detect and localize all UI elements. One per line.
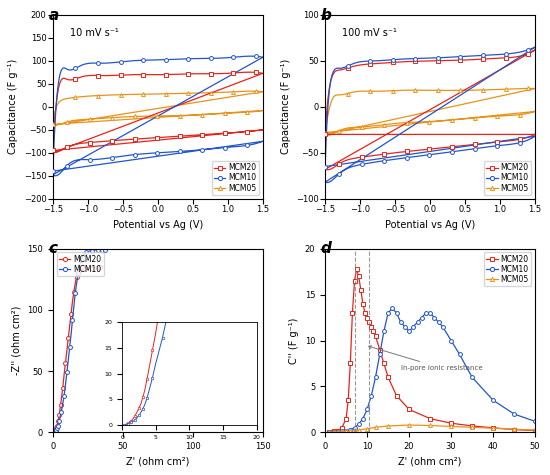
Text: a: a	[49, 8, 59, 23]
Text: 100 mV s⁻¹: 100 mV s⁻¹	[342, 28, 397, 38]
Text: b: b	[321, 8, 332, 23]
X-axis label: Potential vs Ag (V): Potential vs Ag (V)	[385, 219, 475, 229]
Y-axis label: Capacitance (F g⁻¹): Capacitance (F g⁻¹)	[280, 59, 290, 154]
Legend: MCM20, MCM10, MCM05: MCM20, MCM10, MCM05	[212, 161, 259, 195]
Y-axis label: C'' (F g⁻¹): C'' (F g⁻¹)	[289, 317, 299, 364]
Text: 10 mV s⁻¹: 10 mV s⁻¹	[70, 28, 118, 38]
Text: d: d	[321, 241, 332, 256]
X-axis label: Z' (ohm cm²): Z' (ohm cm²)	[126, 456, 190, 466]
Text: c: c	[49, 241, 58, 256]
Text: In-pore ionic resistance: In-pore ionic resistance	[368, 346, 482, 371]
Legend: MCM20, MCM10, MCM05: MCM20, MCM10, MCM05	[484, 161, 531, 195]
Y-axis label: -Z'' (ohm cm²): -Z'' (ohm cm²)	[12, 306, 22, 375]
X-axis label: Potential vs Ag (V): Potential vs Ag (V)	[113, 219, 203, 229]
Legend: MCM20, MCM10: MCM20, MCM10	[57, 253, 104, 276]
Legend: MCM20, MCM10, MCM05: MCM20, MCM10, MCM05	[484, 253, 531, 286]
Y-axis label: Capacitance (F g⁻¹): Capacitance (F g⁻¹)	[8, 59, 18, 154]
X-axis label: Z' (ohm cm²): Z' (ohm cm²)	[398, 456, 462, 466]
